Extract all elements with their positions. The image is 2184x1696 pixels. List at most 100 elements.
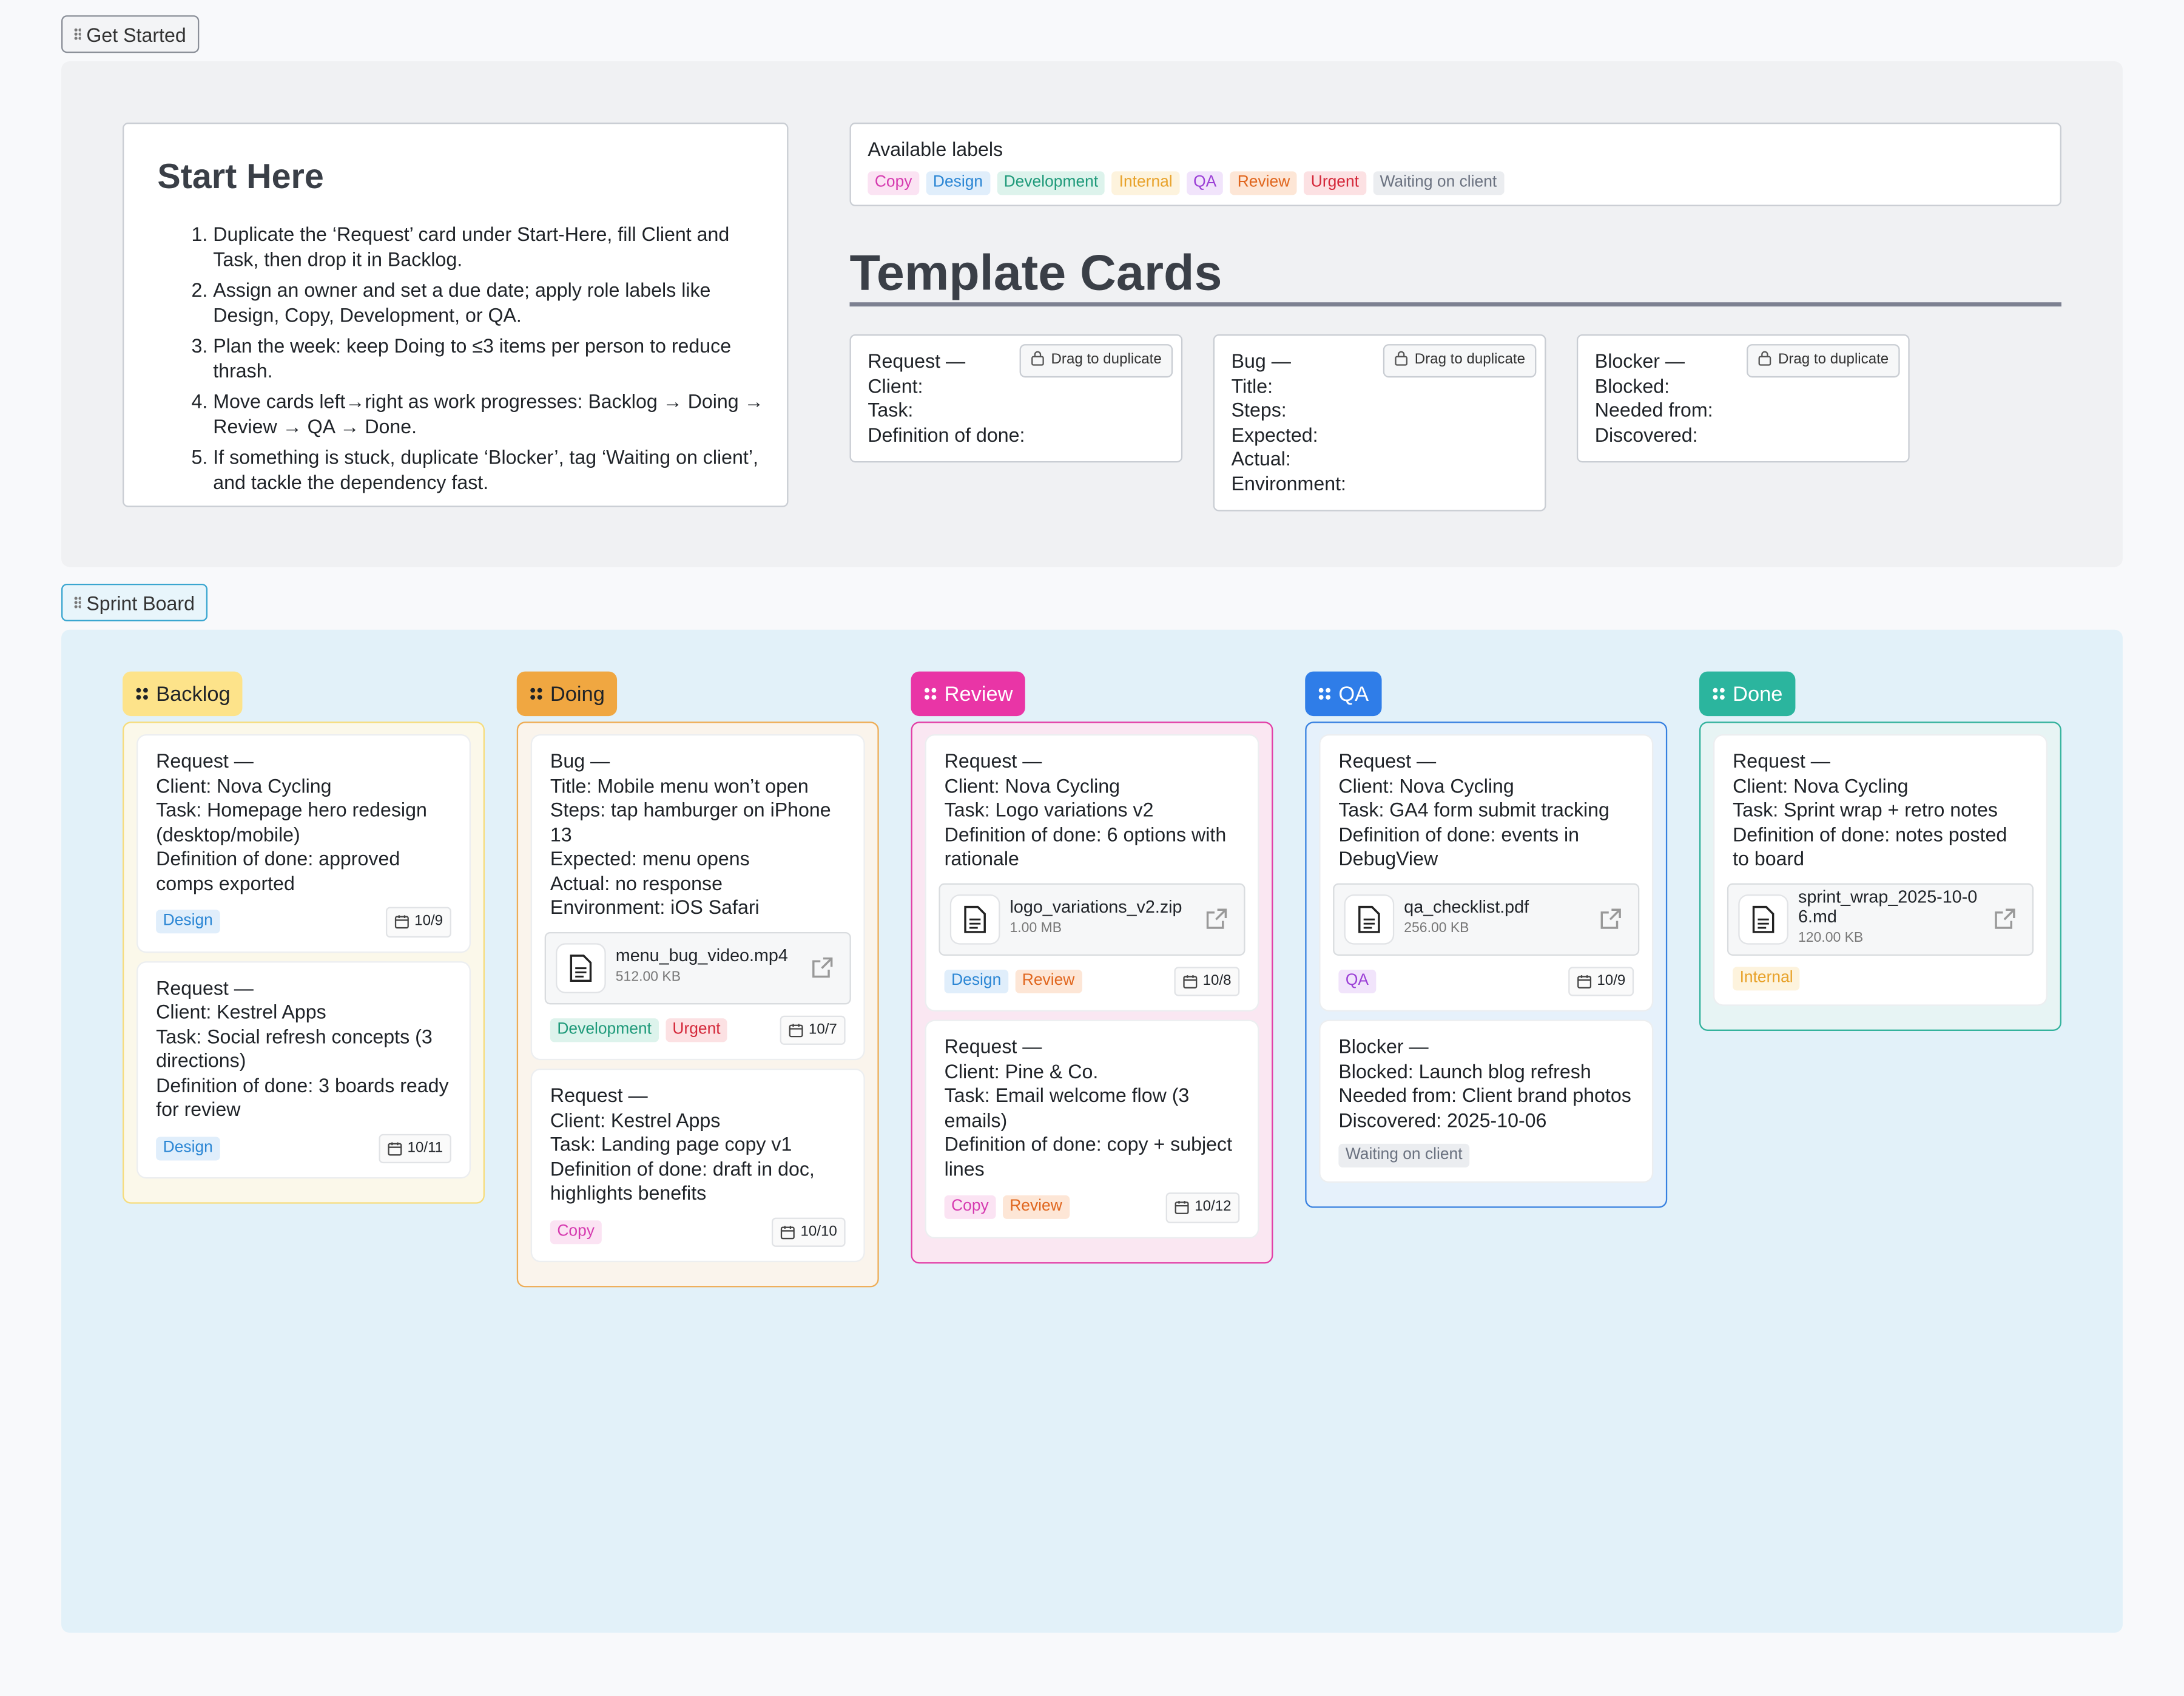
due-date: 10/7 [779,1015,846,1045]
card-line: Client: [868,374,923,397]
grip-icon [923,682,937,706]
label-chip: Design [926,171,990,195]
column-name: Doing [550,681,605,706]
card-footer: Design 10/11 [156,1133,451,1164]
tag: Waiting on client [1338,1143,1470,1167]
card-line: Actual: [1231,447,1291,470]
card-line: Request — [868,350,966,373]
card-line: Task: Homepage hero redesign (desktop/mo… [156,798,427,845]
card-line: Task: Social refresh concepts (3 directi… [156,1024,433,1072]
file-icon [1739,895,1787,943]
drag-button[interactable]: Drag to duplicate [1382,344,1537,377]
label-chip: Waiting on client [1373,171,1504,195]
card-line: Request — [156,976,254,999]
template-card[interactable]: Drag to duplicate Request — Client: Task: De… [849,334,1183,463]
card-footer: Design Review 10/8 [944,966,1240,996]
card[interactable]: Blocker — Blocked: Launch blog refresh Nee… [1320,1021,1652,1181]
column-name: Review [944,681,1013,706]
frame-label[interactable]: Sprint Board [61,583,207,621]
due-date-text: 10/12 [1195,1198,1232,1215]
tag: Internal [1733,966,1801,990]
column-header[interactable]: Doing [516,671,618,717]
card-line: Request — [156,749,254,772]
templates-title: Template Cards [849,245,2061,307]
card-line: Client: Kestrel Apps [550,1108,721,1131]
tag: Development [550,1018,659,1042]
column-header[interactable]: Done [1699,671,1796,717]
step: Duplicate the ‘Request’ card under Start… [213,223,767,271]
card[interactable]: Request — Client: Kestrel Apps Task: Landi… [532,1070,864,1261]
card-line: Actual: no response [550,871,723,894]
column-header[interactable]: Backlog [123,671,243,717]
card-line: Request — [944,749,1042,772]
tag: Review [1015,969,1082,993]
card-line: Request — [944,1035,1042,1058]
attachment[interactable]: sprint_wrap_2025-10-06.md 120.00 KB [1727,882,2034,955]
card-line: Task: Logo variations v2 [944,798,1154,821]
drag-button[interactable]: Drag to duplicate [1746,344,1900,377]
card-footer: Design 10/9 [156,907,451,937]
column-header[interactable]: QA [1305,671,1381,717]
grip-icon [1712,682,1726,706]
drag-text: Drag to duplicate [1414,351,1526,368]
attachment[interactable]: menu_bug_video.mp4 512.00 KB [544,931,851,1004]
template-card[interactable]: Drag to duplicate Blocker — Blocked: Needed… [1576,334,1910,463]
card[interactable]: Bug — Title: Mobile menu won’t open Steps:… [532,735,864,1059]
card-footer: QA 10/9 [1338,966,1634,996]
card-line: Title: Mobile menu won’t open [550,774,809,797]
card-line: Task: Landing page copy v1 [550,1132,792,1155]
card-line: Discovered: [1594,422,1698,445]
column-name: Done [1733,681,1783,706]
card-line: Environment: [1231,471,1346,494]
column-header[interactable]: Review [911,671,1026,717]
drag-button[interactable]: Drag to duplicate [1019,344,1173,377]
lock-icon [1394,350,1407,375]
card-line: Client: Nova Cycling [1338,774,1514,797]
card[interactable]: Request — Client: Nova Cycling Task: Sprin… [1714,735,2046,1004]
grip-icon [529,682,543,706]
step: Assign an owner and set a due date; appl… [213,279,767,327]
card-line: Task: GA4 form submit tracking [1338,798,1609,821]
card-line: Definition of done: approved comps expor… [156,846,400,894]
due-date: 10/11 [378,1133,451,1164]
card-line: Definition of done: copy + subject lines [944,1132,1233,1180]
card-line: Bug — [550,749,610,772]
file-name: menu_bug_video.mp4 [615,945,788,965]
card-footer: Waiting on client [1338,1143,1634,1167]
due-date: 10/9 [1568,966,1634,996]
start-here-title: Start Here [157,157,324,197]
column-name: QA [1338,681,1369,706]
attachment[interactable]: qa_checklist.pdf 256.00 KB [1333,882,1640,955]
card[interactable]: Request — Client: Pine & Co. Task: Email w… [926,1021,1258,1237]
column: Request — Client: Nova Cycling Task: GA4 f… [1305,721,1668,1208]
open-link[interactable] [1205,906,1228,936]
card-line: Environment: iOS Safari [550,896,760,918]
card-line: Definition of done: 3 boards ready for r… [156,1073,449,1120]
lock-icon [1030,350,1044,375]
label-chip: Urgent [1304,171,1366,195]
open-link[interactable] [811,955,834,985]
label-chip: Review [1230,171,1297,195]
tag: Urgent [665,1018,728,1042]
lock-icon [1758,350,1771,375]
open-link[interactable] [1599,906,1623,936]
file-info: qa_checklist.pdf 256.00 KB [1404,897,1585,941]
card-line: Client: Nova Cycling [156,774,332,797]
open-link[interactable] [1993,906,2017,936]
card[interactable]: Request — Client: Nova Cycling Task: Homep… [138,735,470,951]
card-line: Steps: tap hamburger on iPhone 13 [550,798,831,845]
column-name: Backlog [156,681,231,706]
card[interactable]: Request — Client: Nova Cycling Task: GA4 f… [1320,735,1652,1010]
card-line: Client: Nova Cycling [944,774,1121,797]
card[interactable]: Request — Client: Kestrel Apps Task: Socia… [138,962,470,1178]
card-line: Blocker — [1594,350,1685,373]
frame-label[interactable]: Get Started [61,15,199,53]
attachment[interactable]: logo_variations_v2.zip 1.00 MB [939,882,1245,955]
template-card[interactable]: Drag to duplicate Bug — Title: Steps: Expect… [1213,334,1546,512]
column: Request — Client: Nova Cycling Task: Sprin… [1699,721,2061,1030]
card[interactable]: Request — Client: Nova Cycling Task: Logo … [926,735,1258,1010]
tag: Copy [944,1195,996,1220]
file-info: logo_variations_v2.zip 1.00 MB [1010,897,1191,941]
card-footer: Internal [1733,966,2028,990]
due-date: 10/12 [1165,1192,1240,1223]
